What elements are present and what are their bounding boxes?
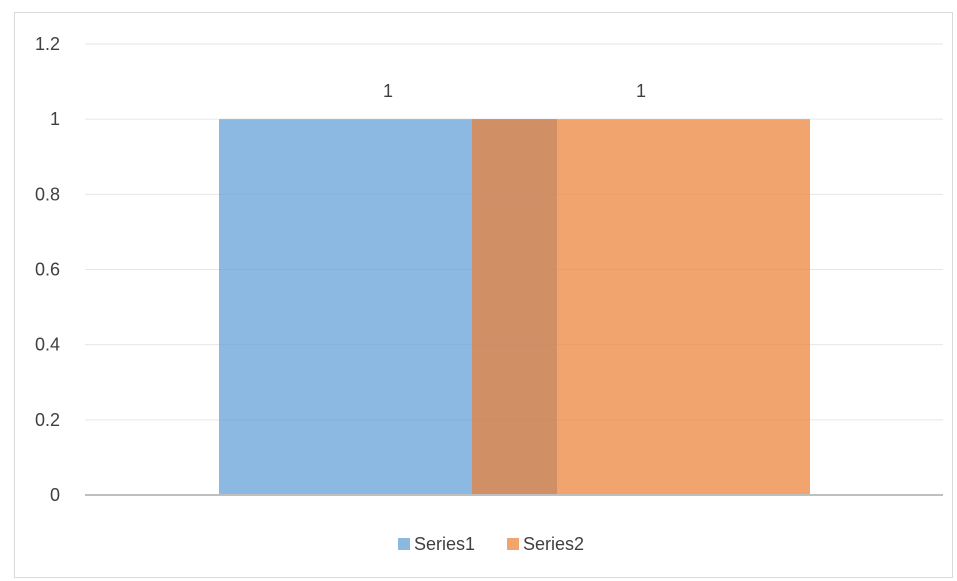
legend-swatch-series2 <box>507 538 519 550</box>
y-tick-label: 0.8 <box>35 184 60 204</box>
y-tick-label: 0.2 <box>35 410 60 430</box>
legend: Series1 Series2 <box>398 534 584 554</box>
y-tick-label: 0.4 <box>35 335 60 355</box>
legend-swatch-series1 <box>398 538 410 550</box>
y-tick-label: 0.6 <box>35 260 60 280</box>
bar-series2 <box>472 119 810 496</box>
data-label-series2: 1 <box>636 81 646 101</box>
data-label-series1: 1 <box>383 81 393 101</box>
y-tick-label: 0 <box>50 485 60 505</box>
legend-label-series2: Series2 <box>523 534 584 554</box>
y-tick-label: 1 <box>50 109 60 129</box>
y-tick-label: 1.2 <box>35 34 60 54</box>
legend-label-series1: Series1 <box>414 534 475 554</box>
y-axis-tick-labels: 0 0.2 0.4 0.6 0.8 1 1.2 <box>35 34 60 505</box>
bars <box>219 119 810 496</box>
